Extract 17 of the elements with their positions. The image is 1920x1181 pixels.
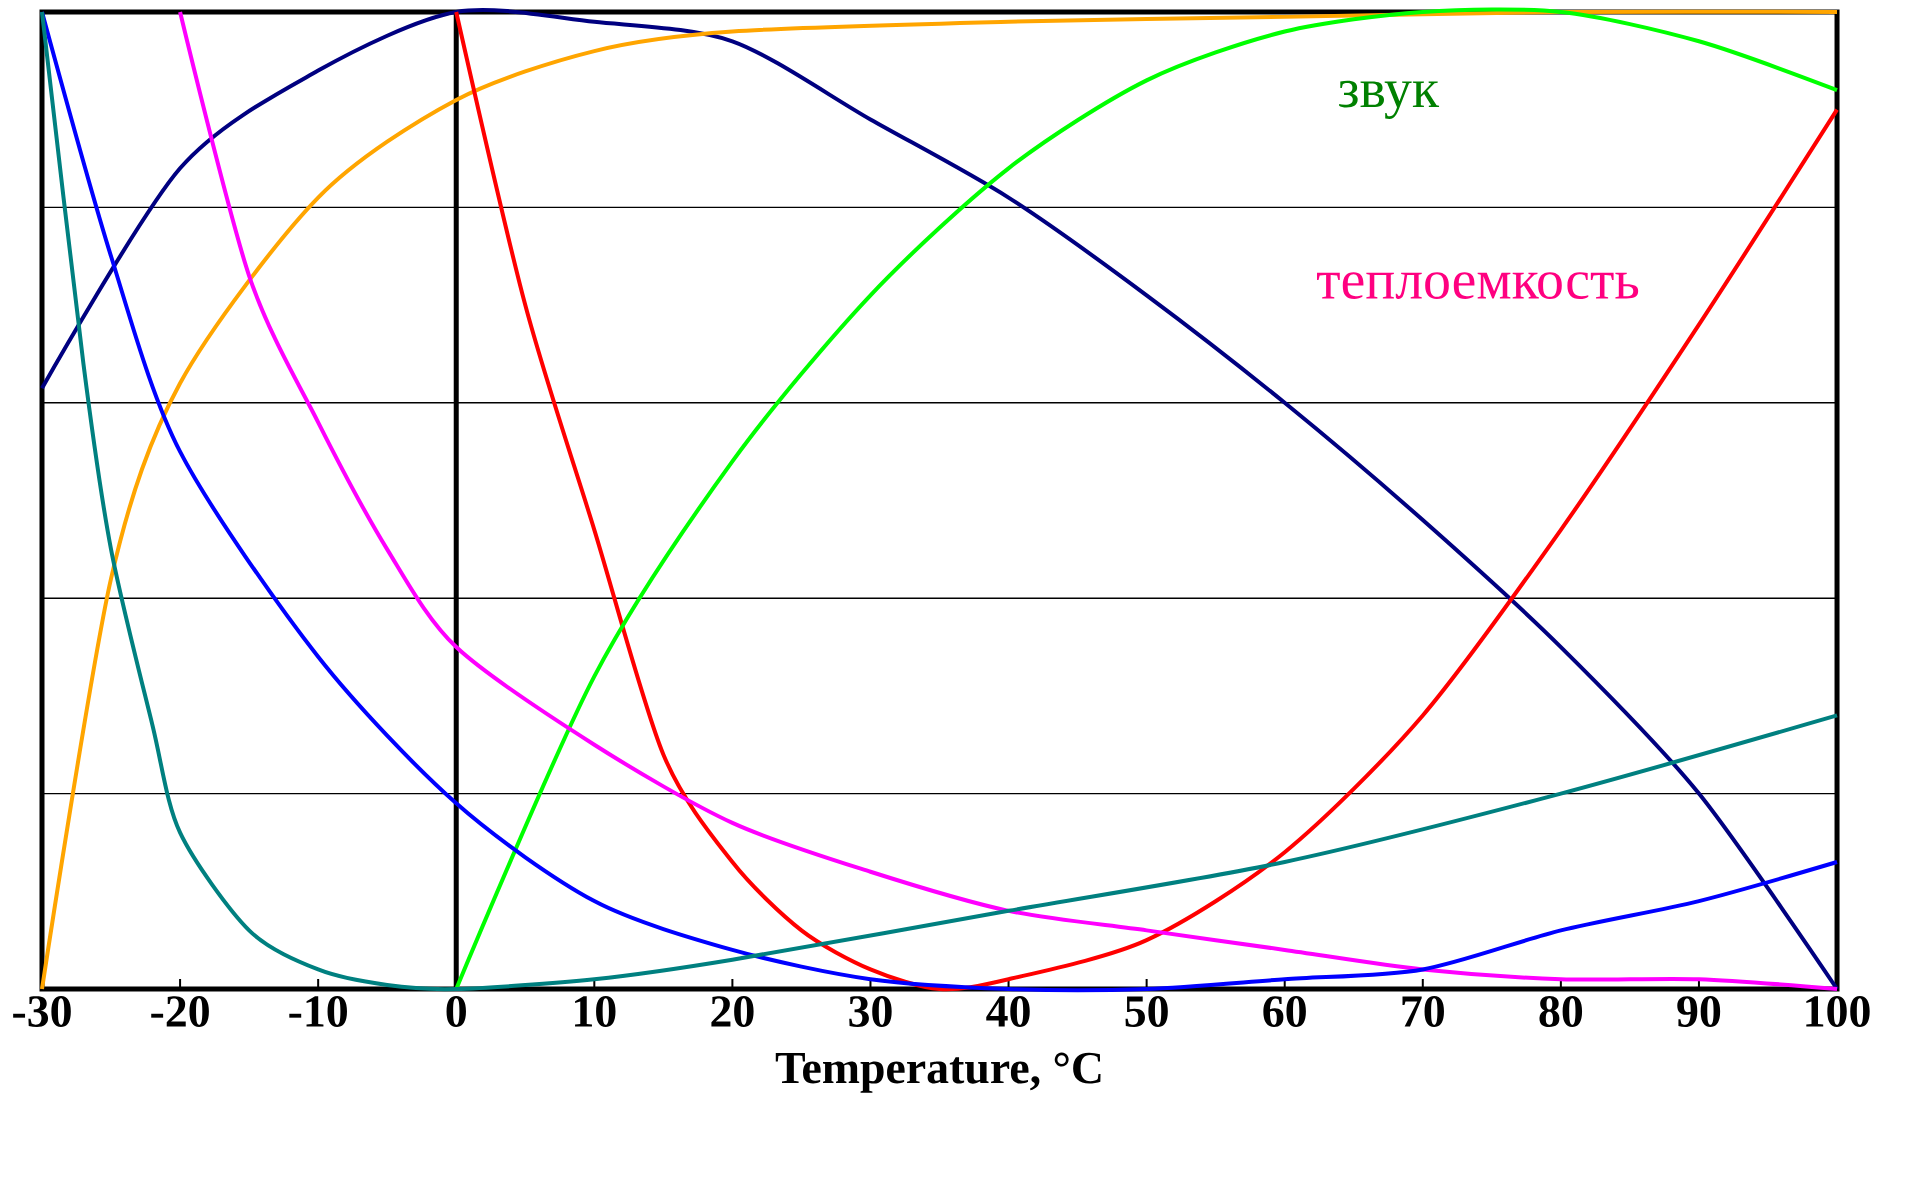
x-tick-label: 0 [446, 996, 466, 1027]
x-tick-label: 70 [1402, 996, 1444, 1027]
x-tick-label: -10 [289, 996, 347, 1027]
x-tick-label: 50 [1125, 996, 1168, 1027]
annotation: теплоемкость [1317, 272, 1639, 299]
x-tick-label: -30 [13, 996, 71, 1027]
x-tick-label: 60 [1263, 996, 1306, 1027]
x-tick-label: 10 [575, 996, 616, 1027]
x-tick-label: 20 [711, 996, 754, 1027]
x-tick-label: 40 [986, 996, 1030, 1027]
x-tick-label: 80 [1539, 996, 1583, 1027]
x-tick-label: -20 [151, 996, 209, 1027]
x-axis-title: Temperature, °C [775, 1052, 1101, 1093]
x-tick-label: 90 [1677, 996, 1721, 1027]
x-tick-label: 100 [1806, 996, 1870, 1027]
x-tick-label: 30 [849, 996, 892, 1027]
annotation: звук [1339, 80, 1440, 120]
